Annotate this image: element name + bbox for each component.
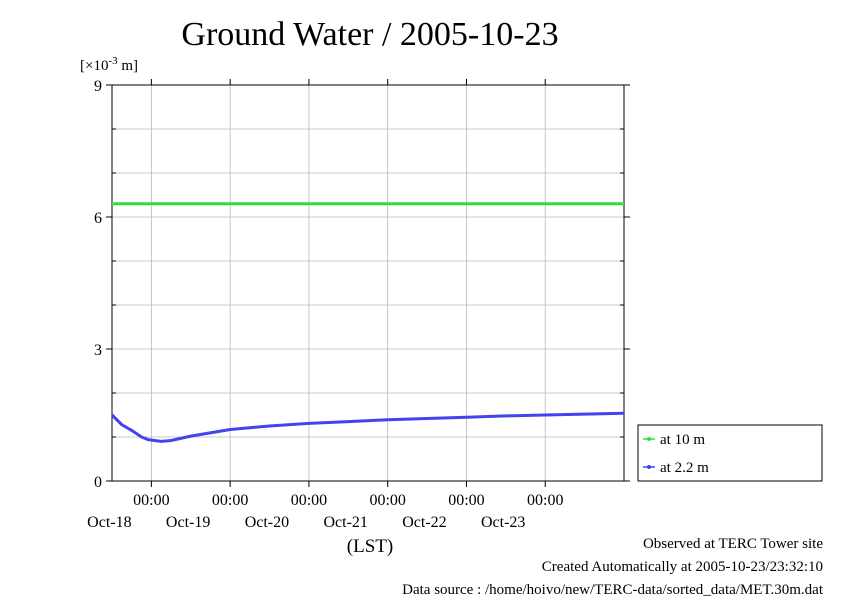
y-unit-label: [×10-3 m] — [80, 55, 138, 74]
footer-observed: Observed at TERC Tower site — [642, 536, 823, 552]
legend-label: at 2.2 m — [660, 460, 709, 476]
x-tick-time-label: 00:00 — [212, 492, 248, 509]
y-tick-label: 9 — [94, 78, 102, 95]
chart-title: Ground Water / 2005-10-23 — [181, 16, 558, 53]
x-axis-labels: 00:00Oct-1800:00Oct-1900:00Oct-2000:00Oc… — [87, 492, 563, 531]
y-axis-labels: 0 3 6 9 — [94, 78, 102, 491]
x-tick-date-label: Oct-20 — [245, 514, 289, 531]
x-tick-date-label: Oct-23 — [481, 514, 525, 531]
x-tick-date-label: Oct-19 — [166, 514, 210, 531]
series-line-1 — [110, 411, 625, 443]
series-layer — [110, 202, 625, 443]
footer-source: Data source : /home/hoivo/new/TERC-data/… — [402, 582, 823, 598]
plot-area — [111, 84, 625, 482]
x-tick-time-label: 00:00 — [369, 492, 405, 509]
y-tick-label: 0 — [94, 474, 102, 491]
x-tick-time-label: 00:00 — [133, 492, 169, 509]
x-tick-date-label: Oct-22 — [402, 514, 446, 531]
axis-ticks — [106, 79, 630, 487]
grid — [112, 85, 624, 481]
legend-box — [637, 424, 823, 482]
legend-label: at 10 m — [660, 432, 705, 448]
x-tick-date-label: Oct-18 — [87, 514, 131, 531]
x-tick-time-label: 00:00 — [527, 492, 563, 509]
y-tick-label: 6 — [94, 210, 102, 227]
footer-created: Created Automatically at 2005-10-23/23:3… — [541, 559, 823, 575]
y-unit-suffix: m] — [118, 58, 138, 74]
legend-swatch-marker — [647, 465, 651, 469]
y-unit-exponent: -3 — [108, 55, 118, 67]
y-unit-prefix: [×10 — [80, 58, 108, 74]
x-tick-time-label: 00:00 — [291, 492, 327, 509]
legend-swatch-marker — [647, 437, 651, 441]
x-axis-label: (LST) — [347, 536, 393, 557]
legend: at 10 m at 2.2 m — [637, 424, 823, 482]
x-tick-time-label: 00:00 — [448, 492, 484, 509]
x-tick-date-label: Oct-21 — [323, 514, 367, 531]
y-tick-label: 3 — [94, 342, 102, 359]
